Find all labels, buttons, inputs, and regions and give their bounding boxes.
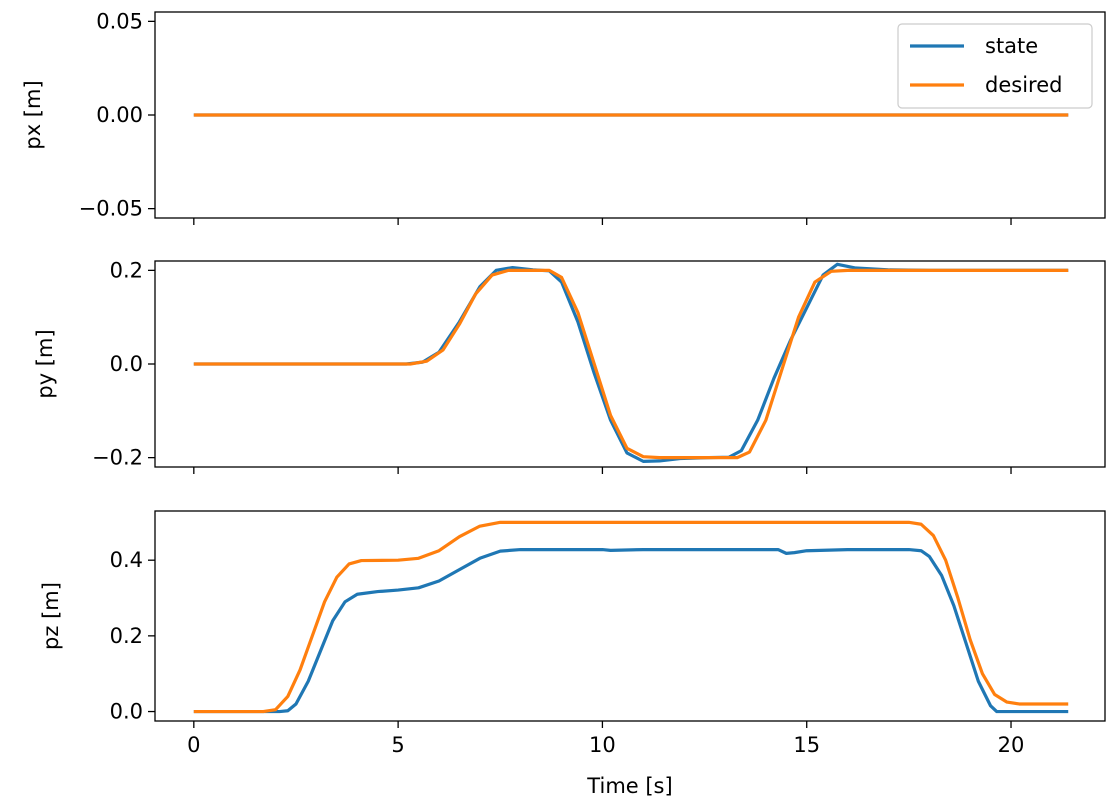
- py-series-layer: [193, 262, 1069, 463]
- subplot-px: −0.05 0.00 0.05 px [m] state desired: [21, 9, 1106, 225]
- px-x-ticks: [193, 218, 1012, 225]
- px-y-ticks: −0.05 0.00 0.05: [79, 9, 155, 221]
- py-y-tick-label: 0.0: [110, 352, 143, 376]
- pz-series-desired: [193, 520, 1069, 714]
- px-y-tick-label: 0.05: [96, 9, 143, 33]
- pz-x-tick-label: 15: [793, 733, 820, 757]
- py-series-desired: [193, 268, 1069, 460]
- legend-desired-label: desired: [985, 73, 1062, 97]
- legend-state-label: state: [985, 34, 1038, 58]
- pz-x-tick-label: 10: [589, 733, 616, 757]
- pz-y-tick-label: 0.0: [110, 700, 143, 724]
- pz-series-state: [193, 547, 1069, 714]
- py-x-ticks: [193, 467, 1012, 474]
- x-axis-label: Time [s]: [586, 774, 672, 798]
- pz-x-tick-label: 0: [187, 733, 200, 757]
- subplot-py: −0.2 0.0 0.2 py [m]: [33, 258, 1106, 474]
- pz-series-layer: [193, 520, 1069, 714]
- px-y-tick-label: −0.05: [79, 197, 143, 221]
- py-y-axis-label: py [m]: [33, 329, 57, 398]
- pz-y-axis-label: pz [m]: [39, 582, 63, 650]
- py-y-tick-label: 0.2: [110, 258, 143, 282]
- subplot-pz: 0.0 0.2 0.4 0 5 10 15 20 pz [m] Time [s]: [39, 510, 1106, 798]
- pz-x-ticks: 0 5 10 15 20: [187, 721, 1024, 757]
- py-y-tick-label: −0.2: [92, 446, 143, 470]
- legend: state desired: [897, 23, 1093, 109]
- pz-y-ticks: 0.0 0.2 0.4: [110, 548, 155, 724]
- pz-y-tick-label: 0.2: [110, 624, 143, 648]
- py-y-ticks: −0.2 0.0 0.2: [92, 258, 155, 470]
- px-y-tick-label: 0.00: [96, 103, 143, 127]
- px-y-axis-label: px [m]: [21, 80, 45, 149]
- pz-x-tick-label: 5: [391, 733, 404, 757]
- pz-plot-frame: [154, 510, 1106, 722]
- pz-x-tick-label: 20: [998, 733, 1025, 757]
- pz-y-tick-label: 0.4: [110, 548, 143, 572]
